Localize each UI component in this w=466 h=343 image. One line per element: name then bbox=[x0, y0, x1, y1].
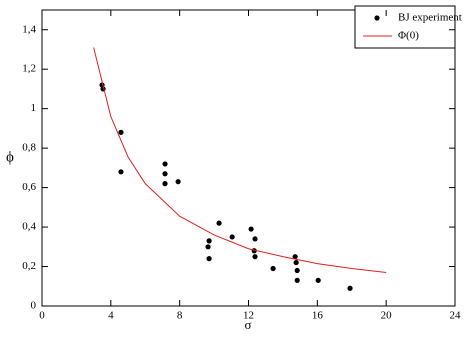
legend-label: Φ(0) bbox=[398, 30, 419, 42]
y-tick-label: 1,4 bbox=[22, 23, 36, 35]
y-tick-label: 1,2 bbox=[22, 63, 36, 75]
x-tick-label: 20 bbox=[381, 310, 393, 322]
scatter-point bbox=[206, 238, 212, 244]
scatter-point bbox=[229, 234, 235, 240]
x-tick-label: 24 bbox=[450, 310, 462, 322]
scatter-point bbox=[292, 254, 298, 260]
y-tick-label: 0,2 bbox=[22, 260, 36, 272]
scatter-point bbox=[206, 256, 212, 262]
y-tick-label: 1 bbox=[31, 102, 37, 114]
scatter-point bbox=[252, 254, 258, 260]
scatter-point bbox=[248, 226, 254, 232]
plot-frame bbox=[41, 9, 456, 307]
legend-marker bbox=[374, 15, 380, 21]
scatter-point bbox=[270, 265, 276, 272]
scatter-point bbox=[252, 236, 258, 242]
scatter-point bbox=[118, 169, 124, 175]
scatter-point bbox=[315, 277, 321, 283]
scatter-point bbox=[216, 220, 222, 226]
x-tick-label: 16 bbox=[312, 310, 324, 322]
y-tick-label: 0,6 bbox=[22, 181, 36, 193]
curve bbox=[93, 47, 387, 273]
legend-label: BJ experiment bbox=[398, 12, 462, 24]
scatter-point bbox=[162, 181, 168, 187]
y-axis-label: ϕ bbox=[6, 149, 14, 165]
scatter-point bbox=[293, 259, 299, 266]
scatter-point bbox=[294, 277, 300, 283]
scatter-point bbox=[205, 244, 211, 250]
scatter-point bbox=[347, 285, 353, 291]
y-tick-label: 0,4 bbox=[22, 221, 36, 233]
legend-box bbox=[354, 5, 456, 49]
scatter-point bbox=[175, 179, 181, 185]
y-tick-label: 0,8 bbox=[22, 142, 36, 154]
x-tick-label: 0 bbox=[39, 310, 45, 322]
y-tick-label: 0 bbox=[31, 300, 37, 312]
scatter-point bbox=[162, 171, 168, 177]
scatter-point bbox=[294, 267, 300, 274]
scatter-point bbox=[162, 161, 168, 167]
scatter-point bbox=[118, 129, 124, 135]
x-tick-label: 8 bbox=[177, 310, 183, 322]
x-tick-label: 4 bbox=[108, 310, 114, 322]
x-axis-label: σ bbox=[244, 317, 251, 332]
x-tick-label: 12 bbox=[243, 310, 254, 322]
